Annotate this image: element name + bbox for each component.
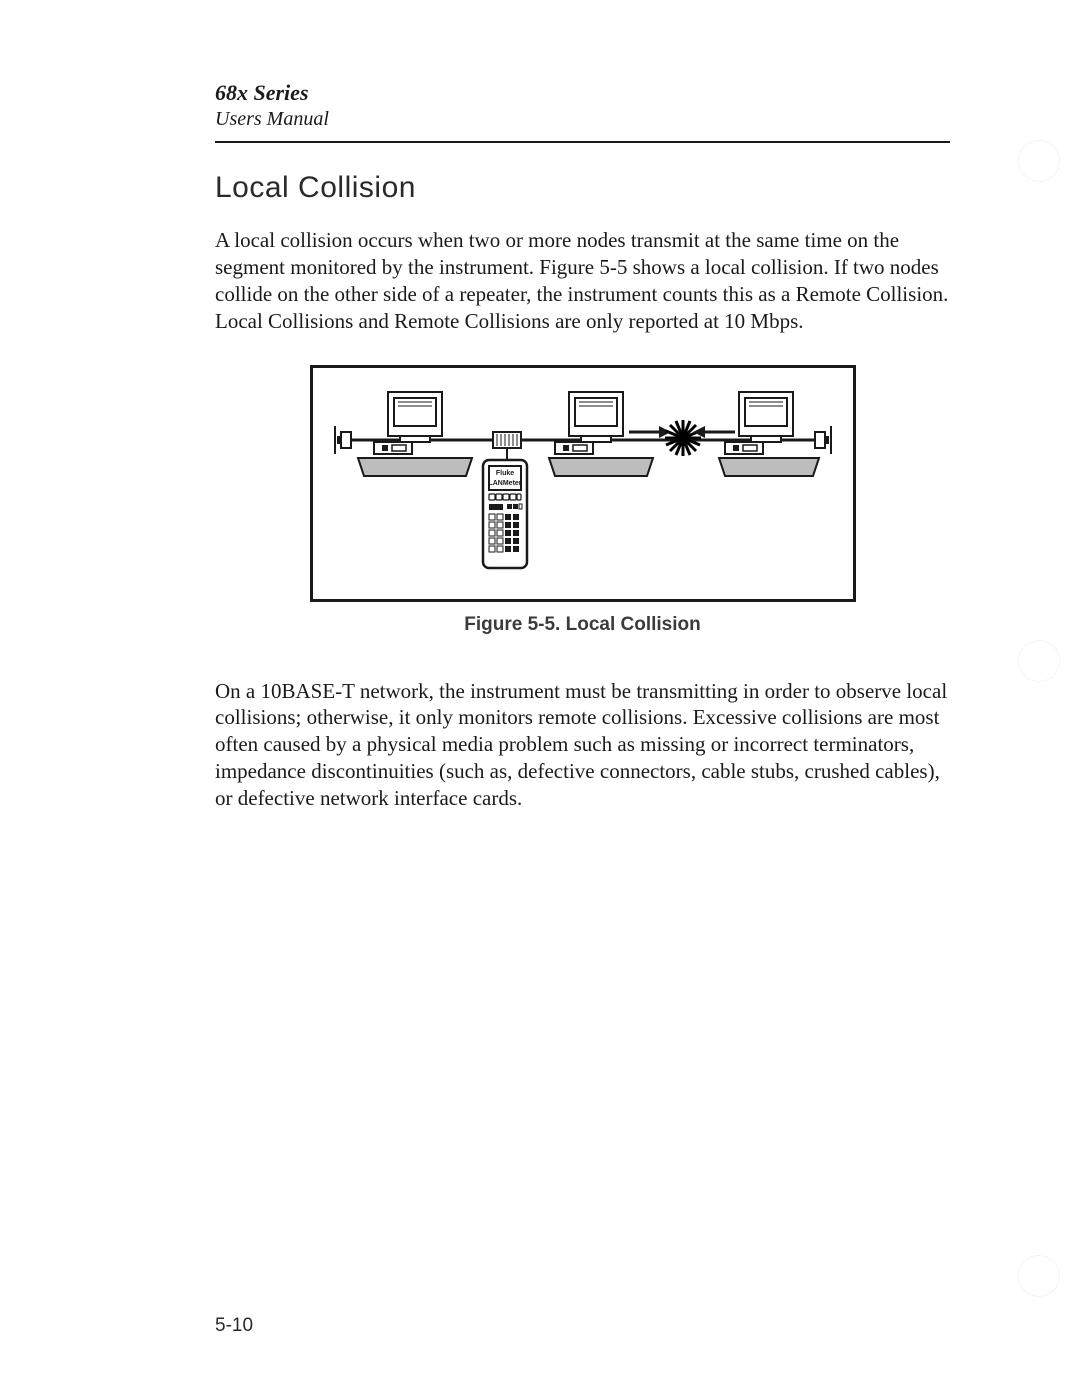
page-number: 5-10 [215, 1315, 253, 1337]
figure-diagram: Fluke LANMeter [333, 382, 833, 582]
computer-node-3-icon [719, 392, 819, 476]
figure: Fluke LANMeter [215, 365, 950, 636]
paragraph-2: On a 10BASE-T network, the instrument mu… [215, 678, 950, 812]
lanmeter-label-top: Fluke [495, 470, 513, 477]
section-heading: Local Collision [215, 171, 950, 205]
header-rule [215, 141, 950, 143]
series-title: 68x Series [215, 80, 950, 106]
terminator-left-icon [335, 426, 351, 454]
manual-subtitle: Users Manual [215, 108, 950, 131]
figure-caption: Figure 5-5. Local Collision [215, 614, 950, 636]
lanmeter-instrument-icon: Fluke LANMeter [483, 460, 527, 568]
terminator-right-icon [815, 426, 831, 454]
scan-artifact-icon [1018, 1255, 1060, 1297]
instrument-tap-icon [493, 432, 521, 460]
collision-burst-icon [665, 420, 701, 456]
computer-node-1-icon [358, 392, 472, 476]
page: 68x Series Users Manual Local Collision … [0, 0, 1080, 1397]
tx-arrow-right-icon [629, 426, 671, 438]
scan-artifact-icon [1018, 140, 1060, 182]
tx-arrow-left-icon [693, 426, 735, 438]
lanmeter-label-bottom: LANMeter [488, 480, 521, 487]
figure-box: Fluke LANMeter [310, 365, 856, 602]
scan-artifact-icon [1018, 640, 1060, 682]
paragraph-1: A local collision occurs when two or mor… [215, 227, 950, 335]
computer-node-2-icon [549, 392, 653, 476]
page-header: 68x Series Users Manual [215, 80, 950, 131]
